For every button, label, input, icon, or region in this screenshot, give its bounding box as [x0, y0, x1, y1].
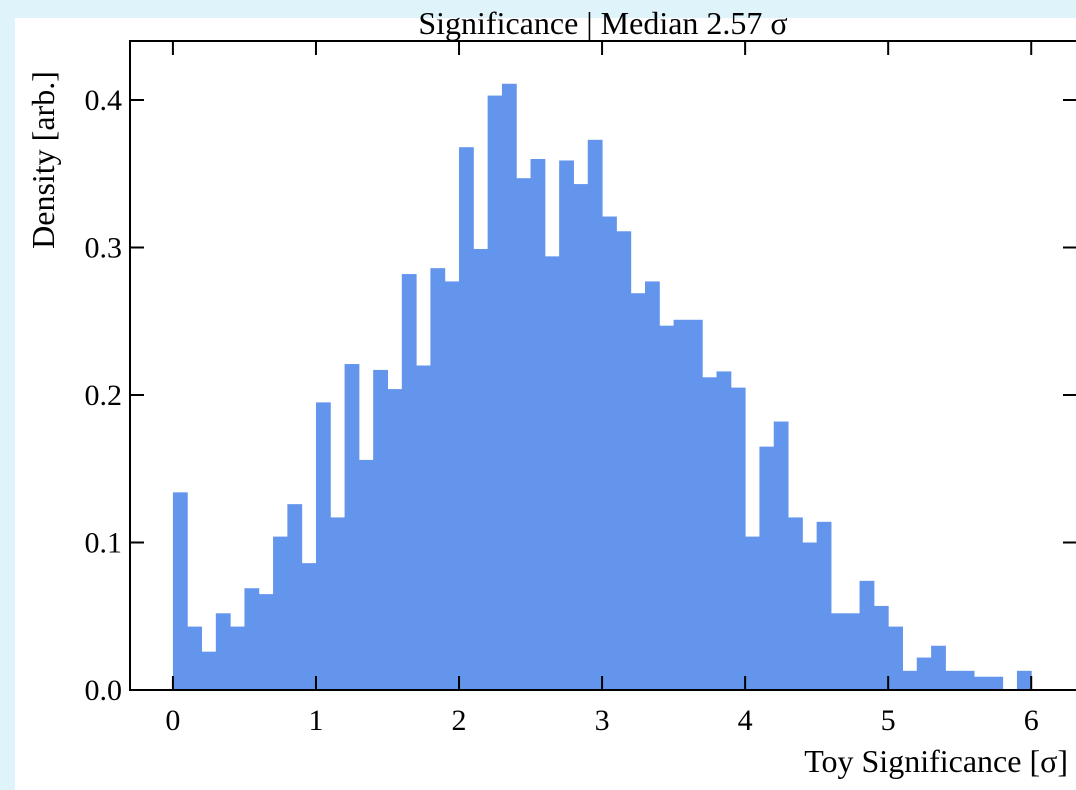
y-tick-label: 0.2	[85, 379, 123, 412]
bar	[530, 159, 546, 690]
bar	[630, 293, 646, 690]
bar	[215, 613, 231, 690]
bar	[730, 387, 746, 690]
bar	[816, 521, 832, 690]
bar	[516, 178, 532, 691]
bar	[444, 281, 460, 690]
bar	[702, 377, 718, 690]
bar	[487, 95, 503, 690]
bar	[172, 492, 188, 690]
x-tick-label: 5	[881, 704, 896, 737]
bar	[945, 670, 961, 690]
bar	[330, 517, 346, 690]
bar	[988, 676, 1004, 690]
x-tick-label: 6	[1024, 704, 1039, 737]
bar	[859, 580, 875, 690]
bar	[974, 676, 989, 690]
bar	[616, 231, 632, 690]
bar	[687, 319, 703, 690]
x-tick-label: 2	[452, 704, 467, 737]
bar	[544, 256, 560, 690]
bar	[258, 594, 274, 690]
bar	[673, 319, 689, 690]
x-tick-label: 4	[738, 704, 753, 737]
x-tick-label: 1	[308, 704, 323, 737]
bar	[873, 605, 889, 690]
bar	[745, 536, 760, 690]
bar	[373, 369, 388, 690]
plot-frame	[129, 40, 1076, 691]
bar	[273, 536, 288, 690]
bar	[501, 83, 517, 690]
bar	[602, 216, 617, 690]
bar	[802, 542, 818, 690]
bar	[344, 364, 360, 690]
bar	[587, 139, 603, 690]
bar	[230, 626, 245, 690]
bar	[902, 670, 918, 690]
x-axis-label: Toy Significance [σ]	[804, 743, 1068, 779]
x-tick-label: 0	[165, 704, 180, 737]
bar	[473, 248, 489, 690]
bar	[244, 588, 260, 690]
x-tick-label: 3	[595, 704, 610, 737]
bar	[773, 421, 789, 690]
bar	[301, 563, 317, 690]
y-tick-label: 0.4	[85, 84, 123, 117]
bar	[716, 371, 732, 690]
bar	[358, 459, 374, 690]
bar	[287, 504, 303, 690]
bar	[788, 517, 803, 690]
bar	[187, 626, 203, 690]
bar	[416, 365, 431, 690]
chart-title: Significance | Median 2.57 σ	[418, 5, 787, 41]
bar	[888, 626, 903, 690]
bar	[559, 160, 574, 691]
bar	[845, 613, 861, 690]
bar	[916, 657, 932, 690]
bar	[1016, 670, 1032, 690]
bar	[759, 446, 775, 690]
bar	[315, 402, 331, 690]
bar	[459, 147, 474, 690]
bar	[387, 389, 403, 690]
bar	[959, 670, 975, 690]
bar	[659, 325, 675, 690]
y-tick-label: 0.0	[85, 674, 123, 707]
bar	[644, 281, 660, 690]
y-tick-label: 0.3	[85, 232, 123, 265]
y-tick-label: 0.1	[85, 527, 123, 560]
bar	[430, 268, 446, 690]
bar	[573, 184, 589, 690]
bar	[931, 645, 946, 690]
bar	[201, 651, 217, 690]
bar	[830, 613, 846, 690]
y-axis-label: Density [arb.]	[25, 71, 61, 249]
bar	[401, 274, 417, 690]
